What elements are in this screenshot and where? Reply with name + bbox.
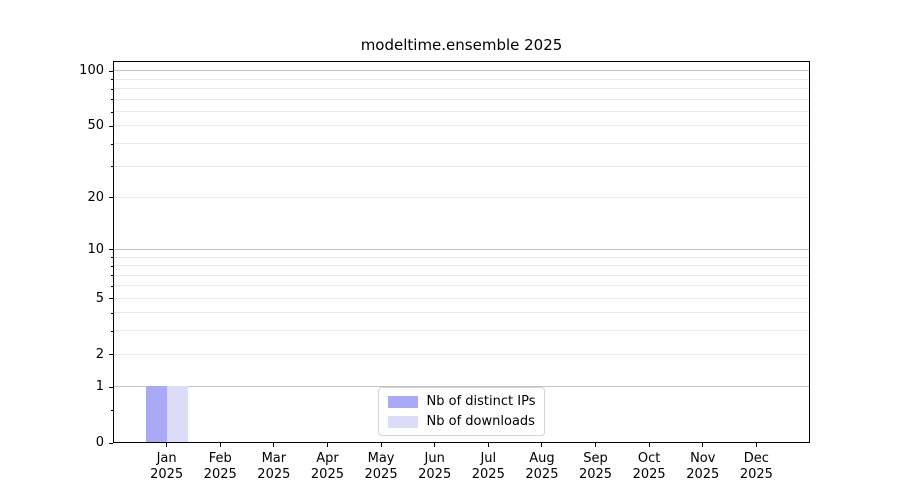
gridline-minor — [114, 312, 809, 314]
x-tick-label: Mar 2025 — [257, 451, 291, 482]
y-tick — [109, 249, 113, 251]
x-tick — [273, 443, 275, 447]
gridline-minor — [114, 111, 809, 113]
gridline-major — [114, 386, 809, 388]
legend-label-distinct-ips: Nb of distinct IPs — [426, 394, 536, 409]
gridline-major — [114, 70, 809, 72]
y-tick-label: 100 — [79, 63, 104, 79]
gridline-minor — [114, 78, 809, 80]
gridline-minor — [114, 256, 809, 258]
y-minor-tick — [111, 312, 113, 314]
x-tick-label: Dec 2025 — [739, 451, 773, 482]
y-tick — [109, 442, 113, 444]
x-tick-label: Oct 2025 — [632, 451, 666, 482]
y-minor-tick — [111, 166, 113, 168]
x-tick-label: Feb 2025 — [203, 451, 237, 482]
gridline-minor — [114, 88, 809, 90]
gridline-minor — [114, 265, 809, 267]
y-minor-tick — [111, 257, 113, 259]
gridline-minor — [114, 353, 809, 355]
gridline-minor — [114, 165, 809, 167]
x-tick-label: Jun 2025 — [418, 451, 452, 482]
x-tick-label: Apr 2025 — [310, 451, 344, 482]
gridline-minor — [114, 285, 809, 287]
gridline-major — [114, 248, 809, 250]
y-minor-tick — [111, 99, 113, 101]
chart-title: modeltime.ensemble 2025 — [360, 36, 563, 54]
gridline-minor — [114, 98, 809, 100]
gridline-minor — [114, 330, 809, 332]
x-tick — [166, 443, 168, 447]
y-minor-tick — [111, 285, 113, 287]
x-tick-label: Nov 2025 — [686, 451, 720, 482]
x-tick — [702, 443, 704, 447]
legend-swatch-downloads — [387, 415, 418, 428]
y-tick — [109, 354, 113, 356]
y-minor-tick — [111, 409, 113, 411]
y-tick-label: 20 — [87, 189, 104, 205]
y-minor-tick — [111, 265, 113, 267]
x-tick — [380, 443, 382, 447]
x-tick — [755, 443, 757, 447]
x-tick — [595, 443, 597, 447]
x-tick-label: May 2025 — [364, 451, 398, 482]
y-minor-tick — [111, 143, 113, 145]
legend-swatch-distinct-ips — [387, 395, 418, 408]
y-tick-label: 0 — [95, 435, 104, 450]
y-tick-label: 5 — [95, 290, 104, 306]
x-tick — [648, 443, 650, 447]
gridline-minor — [114, 143, 809, 145]
y-tick-label: 10 — [87, 241, 104, 257]
x-tick — [219, 443, 221, 447]
gridline-minor — [114, 196, 809, 198]
x-tick-label: Jan 2025 — [150, 451, 184, 482]
y-tick — [109, 298, 113, 300]
legend: Nb of distinct IPs Nb of downloads — [377, 387, 546, 436]
gridline-minor — [114, 297, 809, 299]
x-tick — [541, 443, 543, 447]
gridline-minor — [114, 274, 809, 276]
y-minor-tick — [111, 275, 113, 277]
plot-area: Nb of distinct IPs Nb of downloads — [113, 61, 810, 443]
y-minor-tick — [111, 330, 113, 332]
y-minor-tick — [111, 88, 113, 90]
legend-item-distinct-ips: Nb of distinct IPs — [387, 393, 536, 410]
y-tick — [109, 125, 113, 127]
y-minor-tick — [111, 111, 113, 113]
x-tick — [326, 443, 328, 447]
bar-downloads-jan — [166, 386, 188, 442]
y-tick — [109, 386, 113, 388]
x-tick-label: Jul 2025 — [471, 451, 505, 482]
y-minor-tick — [111, 79, 113, 81]
x-tick-label: Sep 2025 — [578, 451, 613, 482]
x-tick-label: Aug 2025 — [525, 451, 559, 482]
y-tick — [109, 70, 113, 72]
x-tick — [487, 443, 489, 447]
y-tick-label: 1 — [95, 379, 104, 395]
y-tick-label: 50 — [87, 118, 104, 134]
x-tick — [434, 443, 436, 447]
legend-item-downloads: Nb of downloads — [387, 413, 536, 430]
gridline-minor — [114, 125, 809, 127]
y-tick — [109, 197, 113, 199]
y-tick-label: 2 — [95, 346, 104, 362]
legend-label-downloads: Nb of downloads — [426, 414, 535, 429]
bar-distinct-ips-jan — [145, 386, 167, 442]
